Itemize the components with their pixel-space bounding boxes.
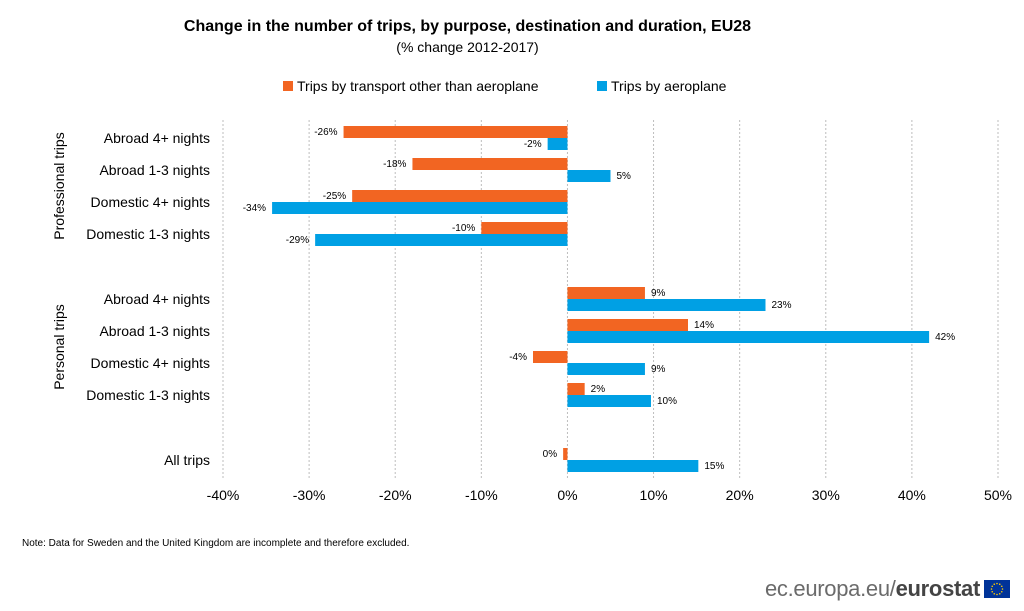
data-label: 15% <box>704 461 724 472</box>
group-label: Personal trips <box>51 304 67 390</box>
bar-other-transport <box>343 126 568 138</box>
data-label: -18% <box>383 159 406 170</box>
source-brand: eurostat <box>895 576 981 601</box>
bar-chart: -40% -30% -20% -10% 0% 10% 20% 30% 40% 50% Abroad … <box>51 78 1012 503</box>
flag-star <box>996 582 998 585</box>
category-label: Abroad 1-3 nights <box>99 162 210 178</box>
bar-other-transport <box>481 222 568 234</box>
legend-swatch <box>597 81 607 91</box>
bar-aeroplane <box>567 395 651 407</box>
flag-star <box>991 585 994 588</box>
bar-aeroplane <box>272 202 568 214</box>
flag-star <box>990 588 993 590</box>
chart-subtitle: (% change 2012-2017) <box>396 39 539 55</box>
bar-aeroplane <box>567 331 930 343</box>
flag-star <box>991 590 994 593</box>
category-label: Domestic 4+ nights <box>91 355 210 371</box>
x-tick-label: 10% <box>640 487 668 503</box>
bar-other-transport <box>563 448 568 460</box>
bar-aeroplane <box>567 460 699 472</box>
footnote: Note: Data for Sweden and the United Kin… <box>22 538 410 549</box>
flag-star <box>993 583 996 586</box>
flag-star <box>996 593 998 596</box>
flag-star <box>998 592 1001 595</box>
data-label: -2% <box>524 139 542 150</box>
bar-aeroplane <box>547 138 568 150</box>
x-tick-label: 0% <box>557 487 577 503</box>
data-label: 5% <box>617 171 632 182</box>
flag-star <box>1000 590 1003 593</box>
x-tick-label: -40% <box>207 487 240 503</box>
category-label: Abroad 4+ nights <box>104 130 210 146</box>
bar-aeroplane <box>315 234 568 246</box>
bar-other-transport <box>412 158 568 170</box>
data-label: 9% <box>651 364 666 375</box>
category-label: Abroad 4+ nights <box>104 291 210 307</box>
data-label: -26% <box>314 127 337 138</box>
category-label: All trips <box>164 452 210 468</box>
data-label: 0% <box>543 449 558 460</box>
bar-other-transport <box>352 190 568 202</box>
data-label: -29% <box>286 235 309 246</box>
flag-star <box>1001 588 1004 590</box>
source-logo: ec.europa.eu/eurostat <box>765 576 980 602</box>
x-tick-label: 40% <box>898 487 926 503</box>
data-label: 10% <box>657 396 677 407</box>
legend-label: Trips by transport other than aeroplane <box>297 78 539 94</box>
flag-star <box>1000 585 1003 588</box>
legend-label: Trips by aeroplane <box>611 78 727 94</box>
data-label: -25% <box>323 191 346 202</box>
x-tick-label: 20% <box>726 487 754 503</box>
data-label: 9% <box>651 288 666 299</box>
data-label: 23% <box>772 300 792 311</box>
group-label: Professional trips <box>51 132 67 239</box>
category-label: Abroad 1-3 nights <box>99 323 210 339</box>
bar-aeroplane <box>567 363 645 375</box>
data-label: 2% <box>591 384 606 395</box>
data-label: 42% <box>935 332 955 343</box>
x-tick-label: 50% <box>984 487 1012 503</box>
chart-title: Change in the number of trips, by purpos… <box>183 18 752 35</box>
bar-other-transport <box>533 351 568 363</box>
data-label: 14% <box>694 320 714 331</box>
category-label: Domestic 4+ nights <box>91 194 210 210</box>
legend-swatch <box>283 81 293 91</box>
data-label: -10% <box>452 223 475 234</box>
flag-star <box>993 592 996 595</box>
x-tick-label: 30% <box>812 487 840 503</box>
source-domain: ec.europa.eu/ <box>764 576 896 601</box>
bar-aeroplane <box>567 299 766 311</box>
category-label: Domestic 1-3 nights <box>86 387 210 403</box>
bar-other-transport <box>567 319 688 331</box>
bar-aeroplane <box>567 170 611 182</box>
eu-flag-icon <box>984 580 1010 598</box>
data-label: -34% <box>243 203 266 214</box>
bar-other-transport <box>567 287 645 299</box>
flag-background <box>984 580 1010 598</box>
category-label: Domestic 1-3 nights <box>86 226 210 242</box>
x-tick-label: -20% <box>379 487 412 503</box>
flag-star <box>998 583 1001 586</box>
x-tick-label: -10% <box>465 487 498 503</box>
bar-other-transport <box>567 383 585 395</box>
data-label: -4% <box>509 352 527 363</box>
x-tick-label: -30% <box>293 487 326 503</box>
